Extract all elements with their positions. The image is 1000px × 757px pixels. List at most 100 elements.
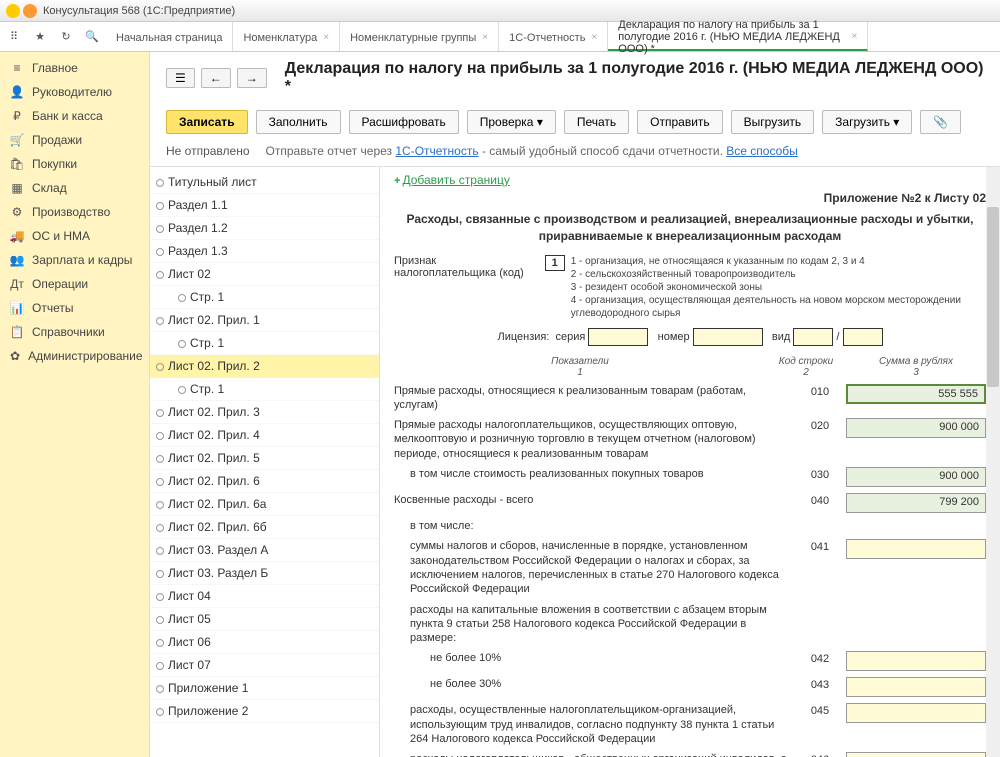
add-page-link[interactable]: Добавить страницу bbox=[402, 173, 509, 187]
search-icon[interactable]: 🔍 bbox=[84, 29, 100, 45]
history-icon[interactable]: ↻ bbox=[58, 29, 74, 45]
close-icon[interactable]: × bbox=[323, 32, 329, 43]
tab-1[interactable]: Номенклатура× bbox=[233, 22, 340, 51]
tab-0[interactable]: Начальная страница bbox=[106, 22, 233, 51]
value-input-046[interactable] bbox=[846, 752, 986, 757]
license-number-input[interactable] bbox=[693, 328, 763, 346]
value-input-041[interactable] bbox=[846, 539, 986, 559]
tree-item-4[interactable]: Лист 02 bbox=[150, 263, 379, 286]
sidebar-item-11[interactable]: 📋Справочники bbox=[0, 320, 149, 344]
license-type-input[interactable] bbox=[793, 328, 833, 346]
close-icon[interactable]: × bbox=[851, 31, 857, 42]
sidebar-label: ОС и НМА bbox=[32, 229, 90, 243]
send-button[interactable]: Отправить bbox=[637, 110, 723, 134]
sidebar-item-6[interactable]: ⚙Производство bbox=[0, 200, 149, 224]
sidebar-item-10[interactable]: 📊Отчеты bbox=[0, 296, 149, 320]
tree-item-11[interactable]: Лист 02. Прил. 4 bbox=[150, 424, 379, 447]
tree-item-5[interactable]: Стр. 1 bbox=[150, 286, 379, 309]
apps-icon[interactable]: ⠿ bbox=[6, 29, 22, 45]
nav-forward-button[interactable]: → bbox=[237, 68, 267, 88]
value-input-020[interactable]: 900 000 bbox=[846, 418, 986, 438]
vertical-scrollbar[interactable] bbox=[986, 167, 1000, 757]
check-button[interactable]: Проверка ▾ bbox=[467, 110, 556, 134]
tab-3[interactable]: 1С-Отчетность× bbox=[499, 22, 608, 51]
sidebar-item-0[interactable]: ≡Главное bbox=[0, 56, 149, 80]
row-code: 020 bbox=[800, 418, 840, 432]
value-input-043[interactable] bbox=[846, 677, 986, 697]
tree-item-6[interactable]: Лист 02. Прил. 1 bbox=[150, 309, 379, 332]
link-all-ways[interactable]: Все способы bbox=[726, 144, 798, 158]
tree-item-1[interactable]: Раздел 1.1 bbox=[150, 194, 379, 217]
print-button[interactable]: Печать bbox=[564, 110, 629, 134]
tree-item-3[interactable]: Раздел 1.3 bbox=[150, 240, 379, 263]
link-1c-report[interactable]: 1С-Отчетность bbox=[395, 144, 478, 158]
app-icon bbox=[6, 4, 20, 18]
row-code: 041 bbox=[800, 539, 840, 553]
value-input-040[interactable]: 799 200 bbox=[846, 493, 986, 513]
tree-item-13[interactable]: Лист 02. Прил. 6 bbox=[150, 470, 379, 493]
scrollbar-thumb[interactable] bbox=[987, 207, 999, 387]
sidebar-label: Покупки bbox=[32, 157, 77, 171]
row-code bbox=[800, 603, 840, 605]
close-icon[interactable]: × bbox=[591, 32, 597, 43]
star-icon[interactable]: ★ bbox=[32, 29, 48, 45]
upload-button[interactable]: Выгрузить bbox=[731, 110, 815, 134]
save-button[interactable]: Записать bbox=[166, 110, 248, 134]
sidebar-item-3[interactable]: 🛒Продажи bbox=[0, 128, 149, 152]
tree-item-18[interactable]: Лист 04 bbox=[150, 585, 379, 608]
tree-item-20[interactable]: Лист 06 bbox=[150, 631, 379, 654]
toolbar-buttons: ⠿ ★ ↻ 🔍 bbox=[0, 22, 106, 51]
tab-2[interactable]: Номенклатурные группы× bbox=[340, 22, 499, 51]
data-row-043: не более 30%043 bbox=[394, 677, 986, 697]
data-row-4: в том числе: bbox=[394, 519, 986, 533]
tree-item-16[interactable]: Лист 03. Раздел А bbox=[150, 539, 379, 562]
value-input-042[interactable] bbox=[846, 651, 986, 671]
fill-button[interactable]: Заполнить bbox=[256, 110, 341, 134]
download-button[interactable]: Загрузить ▾ bbox=[822, 110, 912, 134]
tree-item-23[interactable]: Приложение 2 bbox=[150, 700, 379, 723]
row-desc: не более 10% bbox=[394, 651, 794, 665]
tree-item-15[interactable]: Лист 02. Прил. 6б bbox=[150, 516, 379, 539]
tree-item-14[interactable]: Лист 02. Прил. 6а bbox=[150, 493, 379, 516]
tree-item-0[interactable]: Титульный лист bbox=[150, 171, 379, 194]
tab-4[interactable]: Декларация по налогу на прибыль за 1 пол… bbox=[608, 22, 868, 51]
tree-item-17[interactable]: Лист 03. Раздел Б bbox=[150, 562, 379, 585]
sidebar-item-12[interactable]: ✿Администрирование bbox=[0, 344, 149, 368]
sidebar-item-9[interactable]: ДтОперации bbox=[0, 272, 149, 296]
sidebar-item-2[interactable]: ₽Банк и касса bbox=[0, 104, 149, 128]
sidebar-label: Администрирование bbox=[28, 349, 142, 363]
sidebar-item-8[interactable]: 👥Зарплата и кадры bbox=[0, 248, 149, 272]
value-input-045[interactable] bbox=[846, 703, 986, 723]
nav-back-button[interactable]: ← bbox=[201, 68, 231, 88]
tree-item-12[interactable]: Лист 02. Прил. 5 bbox=[150, 447, 379, 470]
attach-button[interactable]: 📎 bbox=[920, 110, 961, 134]
sidebar-icon: ▦ bbox=[10, 181, 24, 195]
tree-item-8[interactable]: Лист 02. Прил. 2 bbox=[150, 355, 379, 378]
tree-item-22[interactable]: Приложение 1 bbox=[150, 677, 379, 700]
license-series-input[interactable] bbox=[588, 328, 648, 346]
tab-bar: Начальная страницаНоменклатура×Номенклат… bbox=[106, 22, 1000, 51]
value-input-030[interactable]: 900 000 bbox=[846, 467, 986, 487]
sidebar-item-5[interactable]: ▦Склад bbox=[0, 176, 149, 200]
sidebar-label: Продажи bbox=[32, 133, 82, 147]
row-code: 046 bbox=[800, 752, 840, 757]
value-input-010[interactable]: 555 555 bbox=[846, 384, 986, 404]
row-code: 042 bbox=[800, 651, 840, 665]
tree-item-9[interactable]: Стр. 1 bbox=[150, 378, 379, 401]
tree-item-21[interactable]: Лист 07 bbox=[150, 654, 379, 677]
sidebar-item-1[interactable]: 👤Руководителю bbox=[0, 80, 149, 104]
license-type2-input[interactable] bbox=[843, 328, 883, 346]
decode-button[interactable]: Расшифровать bbox=[349, 110, 459, 134]
row-code: 040 bbox=[800, 493, 840, 507]
attr-code-box[interactable]: 1 bbox=[545, 255, 565, 271]
tree-item-7[interactable]: Стр. 1 bbox=[150, 332, 379, 355]
tree-item-10[interactable]: Лист 02. Прил. 3 bbox=[150, 401, 379, 424]
tree-item-19[interactable]: Лист 05 bbox=[150, 608, 379, 631]
app-icon-2 bbox=[23, 4, 37, 18]
sidebar-item-7[interactable]: 🚚ОС и НМА bbox=[0, 224, 149, 248]
close-icon[interactable]: × bbox=[482, 32, 488, 43]
sidebar-item-4[interactable]: 🛍Покупки bbox=[0, 152, 149, 176]
tree-item-2[interactable]: Раздел 1.2 bbox=[150, 217, 379, 240]
nav-menu-icon[interactable]: ☰ bbox=[166, 68, 195, 88]
data-row-040: Косвенные расходы - всего040799 200 bbox=[394, 493, 986, 513]
